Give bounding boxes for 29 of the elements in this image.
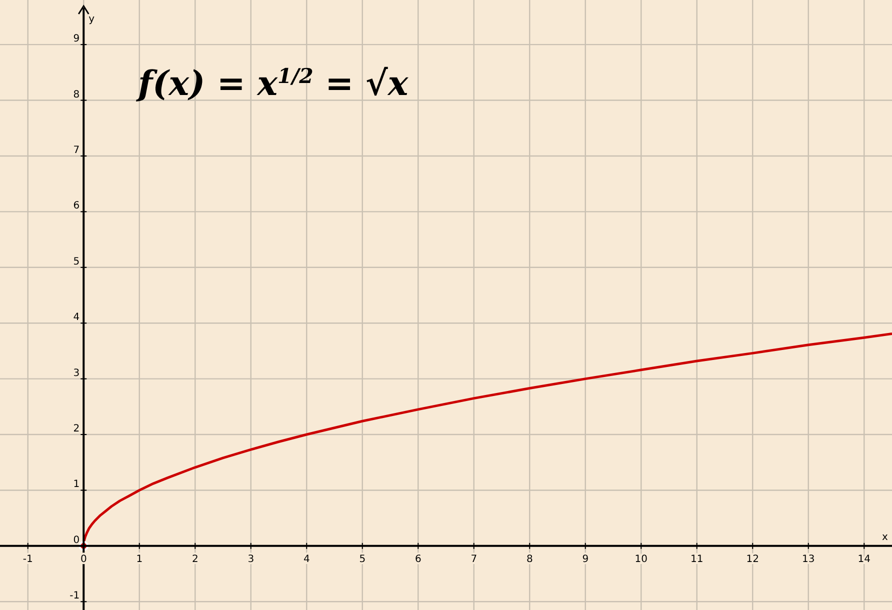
y-tick-label: 5 [73,256,80,268]
x-axis-title: x [882,532,888,543]
x-tick-label: 13 [802,554,815,565]
x-tick-label: 11 [690,554,704,565]
x-tick-label: 7 [470,554,478,565]
y-tick-label: 9 [73,34,80,45]
x-tick-label: 1 [136,554,143,565]
text: f(x) = x$^{1/2}$ = √x [136,64,409,104]
x-tick-label: 6 [414,554,422,565]
y-tick-label: 7 [73,144,80,156]
y-tick-label: 8 [73,89,80,100]
y-tick-label: 1 [73,479,80,490]
x-tick-label: 10 [634,554,648,565]
y-tick-label: 2 [73,424,80,435]
x-tick-label: 5 [359,554,366,565]
x-tick-label: 14 [858,554,870,565]
y-tick-label: -1 [70,590,80,602]
x-tick-label: -1 [22,554,33,565]
x-tick-label: 2 [192,554,198,565]
x-tick-label: 9 [582,554,589,565]
x-tick-label: 8 [526,554,533,565]
x-tick-label: 3 [248,554,254,565]
y-tick-label: 0 [73,534,80,546]
y-tick-label: 6 [73,200,80,212]
y-tick-label: 3 [73,368,80,379]
y-tick-label: 4 [73,312,80,324]
x-tick-label: 4 [303,554,310,565]
y-axis-title: y [88,14,95,25]
x-tick-label: 12 [746,554,759,565]
